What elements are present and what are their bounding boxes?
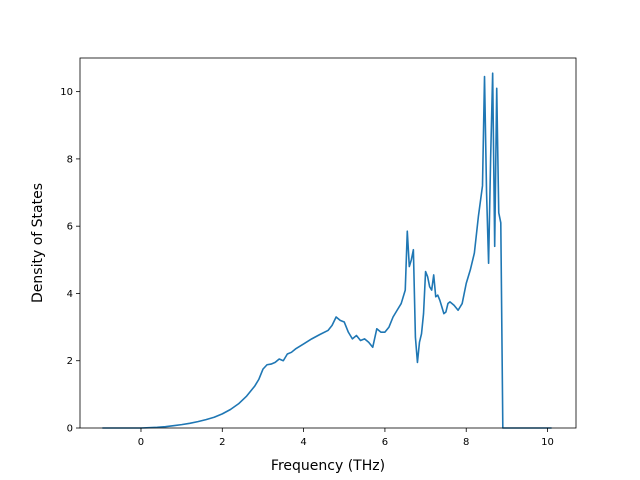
x-tick-label: 10 <box>541 437 554 448</box>
x-axis-label: Frequency (THz) <box>271 458 385 474</box>
x-tick-label: 8 <box>463 437 469 448</box>
x-axis-ticks: 0 2 4 6 8 10 <box>138 428 554 448</box>
y-tick-label: 4 <box>67 289 73 300</box>
y-tick-label: 2 <box>67 356 73 367</box>
y-tick-label: 8 <box>67 154 73 165</box>
x-tick-label: 6 <box>382 437 388 448</box>
x-tick-label: 0 <box>138 437 144 448</box>
y-tick-label: 0 <box>67 424 73 435</box>
y-tick-label: 6 <box>67 222 73 233</box>
x-tick-label: 4 <box>300 437 306 448</box>
y-tick-label: 10 <box>60 87 73 98</box>
y-axis-label: Density of States <box>30 183 46 303</box>
axes-frame <box>79 57 577 429</box>
dos-series-line <box>102 72 552 429</box>
y-axis-ticks: 0 2 4 6 8 10 <box>60 87 80 435</box>
x-tick-label: 2 <box>219 437 225 448</box>
